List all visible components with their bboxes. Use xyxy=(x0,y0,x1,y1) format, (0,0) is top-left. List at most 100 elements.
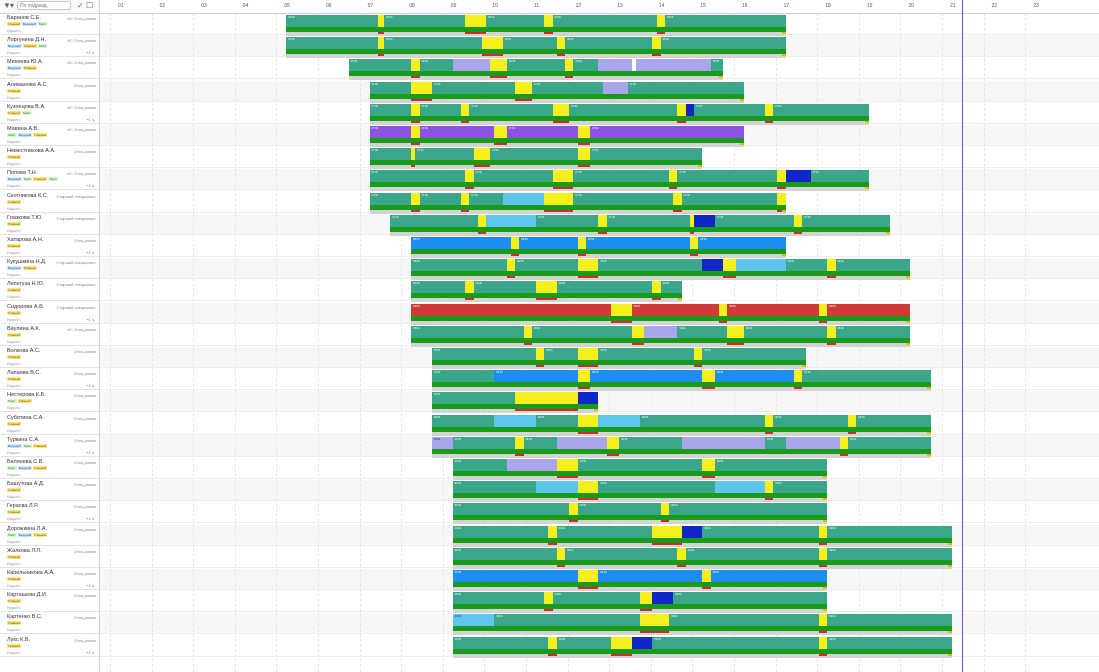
shift-segment-teal[interactable]: 09:00 xyxy=(452,592,545,605)
shift-segment-yellow[interactable] xyxy=(556,37,566,50)
shift-segment-yellow[interactable] xyxy=(839,436,848,449)
shift-segment-blue[interactable]: 08:00 xyxy=(698,237,786,249)
shift-segment-yellow[interactable] xyxy=(577,414,599,427)
shift-segment-teal[interactable]: 05:00 xyxy=(384,37,482,50)
shift-segment-teal[interactable]: 08:30 xyxy=(452,436,516,449)
shift-segment-yellow[interactable] xyxy=(606,436,620,449)
shift-segment-yellow[interactable] xyxy=(548,525,557,538)
shift-segment-teal[interactable]: 08:30 xyxy=(432,392,516,405)
employee-row[interactable]: Белянева С.В. Отец-размн Текст Ведущий Главн… xyxy=(0,458,99,479)
shift-segment-yellow[interactable] xyxy=(610,636,632,649)
shift-segment-teal[interactable]: 08:00 xyxy=(835,325,911,338)
shift-segment-yellow[interactable] xyxy=(577,570,599,582)
shift-segment-yellow[interactable] xyxy=(719,303,728,316)
shift-segment-yellow[interactable] xyxy=(544,15,553,27)
add-hour-link[interactable]: +1 ч. xyxy=(86,116,95,122)
shift-segment-teal[interactable]: 07:00 xyxy=(369,148,412,161)
shift-segment-teal[interactable]: 05:00 xyxy=(502,37,557,50)
shift-segment-blue[interactable]: 08:30 xyxy=(494,370,578,383)
shift-segment-yellow[interactable] xyxy=(577,370,591,383)
shift-segment-teal[interactable]: 07:30 xyxy=(390,214,478,227)
shift-segment-yellow[interactable] xyxy=(536,348,545,360)
shift-segment-yellow[interactable] xyxy=(777,170,786,183)
shift-segment-teal[interactable]: 06:30 xyxy=(710,59,724,72)
employee-row[interactable]: Лоргунина Д.Н. ИС Отец-размн Ведущий Главны… xyxy=(0,36,99,58)
shift-segment-teal[interactable]: 07:00 xyxy=(369,170,466,183)
shift-segment-teal[interactable]: 07:00 xyxy=(810,170,869,183)
shift-segment-yellow[interactable] xyxy=(689,214,695,227)
shift-segment-teal[interactable]: 08:00 xyxy=(677,325,728,338)
shift-segment-teal[interactable]: 06:30 xyxy=(348,59,412,72)
shift-segment-teal[interactable]: 07:00 xyxy=(473,170,553,183)
shift-segment-yellow[interactable] xyxy=(827,325,836,338)
shift-segment-lavender[interactable] xyxy=(785,436,840,449)
shift-segment-blue[interactable]: 08:00 xyxy=(411,237,512,249)
shift-segment-yellow[interactable] xyxy=(577,126,591,138)
shift-segment-yellow[interactable] xyxy=(818,636,828,649)
shift-segment-navy[interactable] xyxy=(694,214,715,227)
shift-segment-teal[interactable]: 07:00 xyxy=(773,103,869,116)
shift-segment-teal[interactable]: 06:30 xyxy=(573,59,599,72)
shift-segment-teal[interactable]: 07:00 xyxy=(573,170,670,183)
shift-segment-yellow[interactable] xyxy=(764,481,774,494)
shift-segment-yellow[interactable] xyxy=(461,192,470,205)
shift-segment-yellow[interactable] xyxy=(598,214,607,227)
shift-segment-teal[interactable]: 08:00 xyxy=(411,281,466,294)
shift-segment-teal[interactable]: 08:30 xyxy=(848,436,932,449)
shift-segment-yellow[interactable] xyxy=(673,192,682,205)
shift-segment-teal[interactable]: 08:30 xyxy=(432,370,495,383)
employee-row[interactable]: Глазкова Т.Ю. Старший специалист Главный На… xyxy=(0,214,99,235)
shift-segment-yellow[interactable] xyxy=(461,103,470,116)
shift-segment-navy[interactable] xyxy=(652,592,674,605)
shift-segment-blue[interactable]: 09:00 xyxy=(452,570,578,582)
shift-segment-yellow[interactable] xyxy=(577,259,599,272)
shift-segment-yellow[interactable] xyxy=(494,126,507,138)
shift-segment-teal[interactable]: 09:00 xyxy=(452,481,536,494)
shift-segment-purple[interactable]: 07:00 xyxy=(419,126,495,138)
shift-segment-lavender[interactable] xyxy=(635,59,711,72)
shift-segment-yellow[interactable] xyxy=(556,547,566,560)
shift-segment-navy[interactable] xyxy=(631,636,653,649)
employee-row[interactable]: Ваулина А.К. ИС Отец-размн Главный Надолго xyxy=(0,325,99,346)
shift-segment-teal[interactable]: 09:00 xyxy=(452,459,507,471)
shift-segment-teal[interactable]: 09:00 xyxy=(552,592,640,605)
shift-segment-teal[interactable]: 07:00 xyxy=(590,148,703,161)
shift-segment-teal[interactable]: 07:30 xyxy=(606,214,690,227)
employee-row[interactable]: Волкова А.С. Отец-размн Главный Надолго xyxy=(0,347,99,368)
employee-row[interactable]: Алиманова А.С. Отец-размн Главный Надолго xyxy=(0,81,99,102)
shift-segment-teal[interactable]: 09:00 xyxy=(577,459,703,471)
shift-segment-purple[interactable]: 07:00 xyxy=(590,126,744,138)
shift-segment-red[interactable]: 08:00 xyxy=(727,303,819,316)
shift-segment-teal[interactable]: 09:00 xyxy=(565,547,678,560)
shift-segment-navy[interactable] xyxy=(681,525,703,538)
shift-segment-teal[interactable]: 09:00 xyxy=(773,481,828,494)
shift-segment-teal[interactable]: 07:00 xyxy=(569,103,678,116)
employee-row[interactable]: Попова Т.Н. ИС Отец-размн Ведущий Текст Глав… xyxy=(0,169,99,191)
shift-segment-teal[interactable]: 07:00 xyxy=(694,103,765,116)
shift-segment-teal[interactable]: 07:00 xyxy=(419,192,462,205)
shift-segment-teal[interactable]: 07:30 xyxy=(536,214,599,227)
shift-segment-teal[interactable]: 09:00 xyxy=(452,503,570,516)
shift-segment-yellow[interactable] xyxy=(640,614,670,627)
shift-segment-lightblue[interactable]: 09:00 xyxy=(452,614,495,627)
employee-row[interactable]: Лукс К.В. Отец-размн Главный Надолго +1 ч. xyxy=(0,636,99,657)
shift-segment-teal[interactable]: 07:00 xyxy=(490,148,578,161)
shift-segment-yellow[interactable] xyxy=(556,459,578,471)
shift-segment-yellow[interactable] xyxy=(523,325,532,338)
shift-segment-yellow[interactable] xyxy=(411,59,420,72)
shift-segment-yellow[interactable] xyxy=(565,59,574,72)
shift-segment-red[interactable]: 08:00 xyxy=(631,303,720,316)
shift-segment-yellow[interactable] xyxy=(764,414,774,427)
shift-segment-yellow[interactable] xyxy=(652,281,661,294)
employee-row[interactable]: Сидорова А.В. Старший специалист Главный На… xyxy=(0,303,99,324)
shift-segment-teal[interactable]: 07:00 xyxy=(369,103,412,116)
shift-segment-teal[interactable]: 06:30 xyxy=(419,59,453,72)
shift-segment-yellow[interactable] xyxy=(552,103,570,116)
employee-row[interactable]: Герасва Л.Р. Отец-размн Главный Надолго +1 ч… xyxy=(0,502,99,524)
shift-segment-teal[interactable]: 08:30 xyxy=(702,348,807,360)
shift-segment-teal[interactable]: 07:30 xyxy=(714,214,794,227)
employee-row[interactable]: Башутова А.Д. Отец-размн Главный Надолго xyxy=(0,480,99,502)
chevron-down-icon[interactable]: ▾ xyxy=(10,1,15,10)
shift-segment-yellow[interactable] xyxy=(536,281,557,294)
employee-row[interactable]: Скотникова К.С. Старший специалист Главный… xyxy=(0,192,99,213)
